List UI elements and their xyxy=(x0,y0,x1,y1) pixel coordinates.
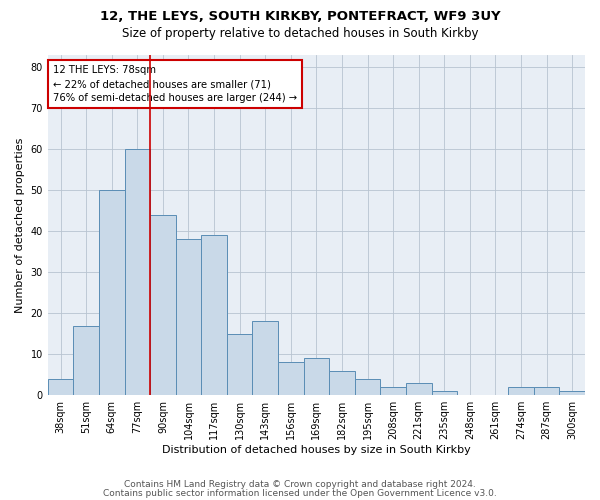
Bar xyxy=(176,240,201,395)
Text: Contains public sector information licensed under the Open Government Licence v3: Contains public sector information licen… xyxy=(103,490,497,498)
Bar xyxy=(508,387,534,395)
X-axis label: Distribution of detached houses by size in South Kirkby: Distribution of detached houses by size … xyxy=(162,445,471,455)
Text: 12, THE LEYS, SOUTH KIRKBY, PONTEFRACT, WF9 3UY: 12, THE LEYS, SOUTH KIRKBY, PONTEFRACT, … xyxy=(100,10,500,23)
Y-axis label: Number of detached properties: Number of detached properties xyxy=(15,138,25,313)
Bar xyxy=(48,379,73,395)
Bar xyxy=(201,236,227,395)
Bar xyxy=(559,391,585,395)
Bar xyxy=(380,387,406,395)
Bar xyxy=(227,334,253,395)
Bar xyxy=(150,215,176,395)
Text: Contains HM Land Registry data © Crown copyright and database right 2024.: Contains HM Land Registry data © Crown c… xyxy=(124,480,476,489)
Bar xyxy=(278,362,304,395)
Bar xyxy=(125,150,150,395)
Bar xyxy=(329,370,355,395)
Text: Size of property relative to detached houses in South Kirkby: Size of property relative to detached ho… xyxy=(122,28,478,40)
Bar xyxy=(431,391,457,395)
Bar xyxy=(73,326,99,395)
Text: 12 THE LEYS: 78sqm
← 22% of detached houses are smaller (71)
76% of semi-detache: 12 THE LEYS: 78sqm ← 22% of detached hou… xyxy=(53,65,297,103)
Bar xyxy=(253,322,278,395)
Bar xyxy=(534,387,559,395)
Bar xyxy=(304,358,329,395)
Bar xyxy=(99,190,125,395)
Bar xyxy=(406,383,431,395)
Bar xyxy=(355,379,380,395)
